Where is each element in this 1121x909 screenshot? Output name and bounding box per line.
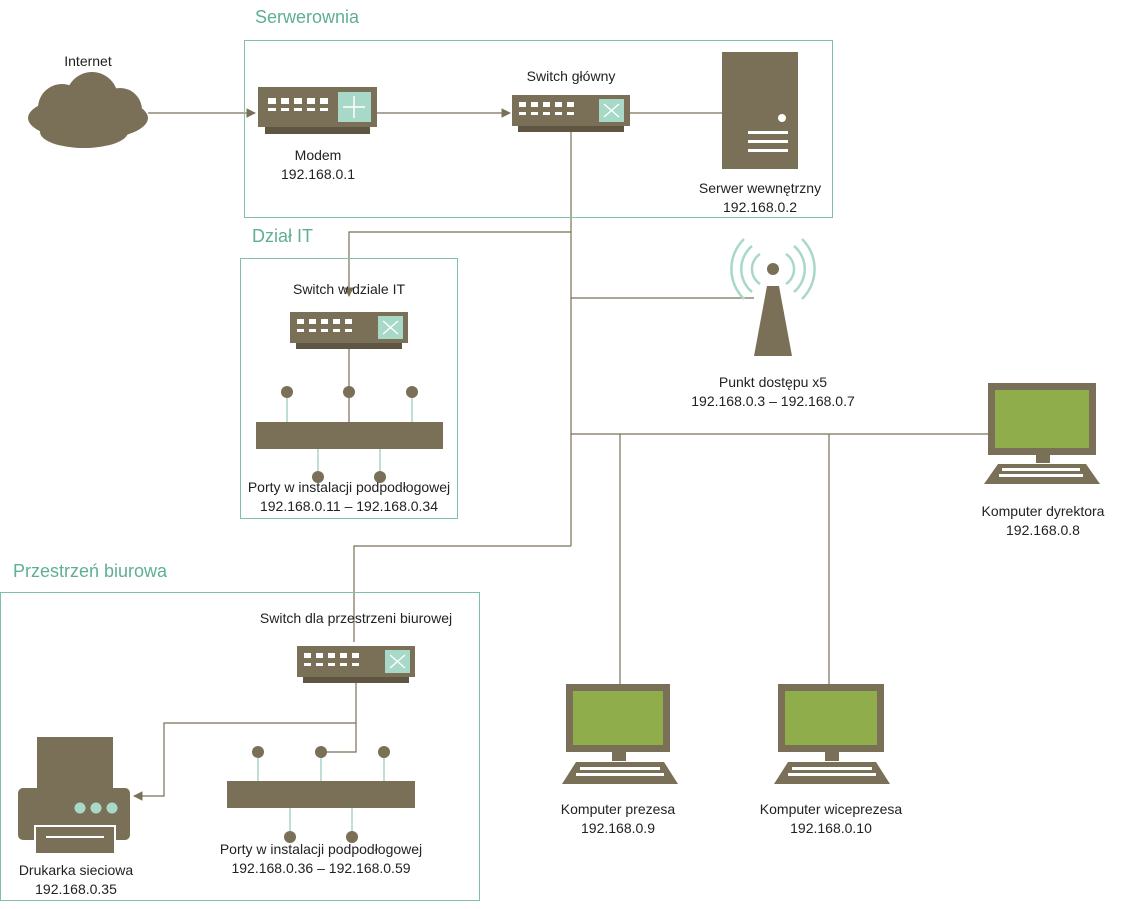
main-switch-label: Switch główny: [527, 67, 616, 86]
link-officeswitch-printer: [133, 682, 357, 801]
zone-server-room: [244, 40, 833, 218]
zone-title-server-room: Serwerownia: [255, 7, 360, 27]
internet-name: Internet: [64, 53, 112, 69]
server-label: Serwer wewnętrzny 192.168.0.2: [699, 179, 821, 217]
server-name: Serwer wewnętrzny: [698, 180, 822, 196]
office-ports-icon: [227, 746, 415, 843]
main-switch-icon: [512, 95, 630, 132]
vice-president-pc-ip: 192.168.0.10: [790, 820, 872, 836]
president-pc-name: Komputer prezesa: [560, 801, 676, 817]
link-switch-office: [353, 545, 571, 642]
modem-ip: 192.168.0.1: [281, 166, 355, 182]
president-computer-icon: [562, 684, 678, 784]
cloud-icon: [28, 72, 148, 148]
office-switch-label: Switch dla przestrzeni biurowej: [260, 609, 452, 628]
office-ports-label: Porty w instalacji podpodłogowej 192.168…: [220, 840, 422, 878]
vice-president-computer-icon: [774, 684, 890, 784]
it-switch-name: Switch w dziale IT: [292, 281, 406, 297]
router-icon: [258, 87, 377, 134]
it-switch-label: Switch w dziale IT: [293, 280, 405, 299]
server-icon: [722, 52, 798, 169]
zone-title-office-space: Przestrzeń biurowa: [13, 561, 168, 581]
printer-icon: [18, 737, 130, 855]
it-ports-ip: 192.168.0.11 – 192.168.0.34: [259, 498, 438, 514]
it-ports-icon: [256, 386, 443, 483]
access-point-label: Punkt dostępu x5 192.168.0.3 – 192.168.0…: [691, 373, 854, 411]
director-pc-ip: 192.168.0.8: [1006, 522, 1080, 538]
link-officeswitch-ports: [322, 723, 357, 753]
office-ports-ip: 192.168.0.36 – 192.168.0.59: [231, 860, 411, 876]
zone-title-it-dept: Dział IT: [252, 226, 314, 246]
vice-president-pc-name: Komputer wiceprezesa: [759, 801, 903, 817]
president-pc-label: Komputer prezesa 192.168.0.9: [561, 800, 675, 838]
vice-president-pc-label: Komputer wiceprezesa 192.168.0.10: [760, 800, 902, 838]
zone-office-space: [0, 592, 480, 901]
office-switch-name: Switch dla przestrzeni biurowej: [259, 610, 453, 626]
printer-ip: 192.168.0.35: [35, 881, 117, 897]
access-point-ip: 192.168.0.3 – 192.168.0.7: [691, 393, 855, 409]
printer-name: Drukarka sieciowa: [18, 862, 134, 878]
modem-label: Modem 192.168.0.1: [281, 146, 355, 184]
zone-it-dept: [240, 258, 458, 519]
director-computer-icon: [984, 383, 1100, 484]
it-ports-name: Porty w instalacji podpodłogowej: [247, 479, 451, 495]
access-point-name: Punkt dostępu x5: [718, 374, 828, 390]
president-pc-ip: 192.168.0.9: [581, 820, 655, 836]
server-ip: 192.168.0.2: [723, 199, 797, 215]
it-switch-icon: [290, 312, 408, 349]
access-point-icon: [730, 238, 816, 356]
link-switch-it: [344, 231, 571, 297]
main-switch-name: Switch główny: [526, 68, 616, 84]
director-pc-label: Komputer dyrektora 192.168.0.8: [982, 502, 1105, 540]
it-ports-label: Porty w instalacji podpodłogowej 192.168…: [248, 478, 450, 516]
office-ports-name: Porty w instalacji podpodłogowej: [219, 841, 423, 857]
director-pc-name: Komputer dyrektora: [981, 503, 1105, 519]
printer-label: Drukarka sieciowa 192.168.0.35: [19, 861, 133, 899]
office-switch-icon: [297, 646, 415, 683]
modem-name: Modem: [294, 147, 342, 163]
internet-label: Internet: [64, 52, 111, 71]
